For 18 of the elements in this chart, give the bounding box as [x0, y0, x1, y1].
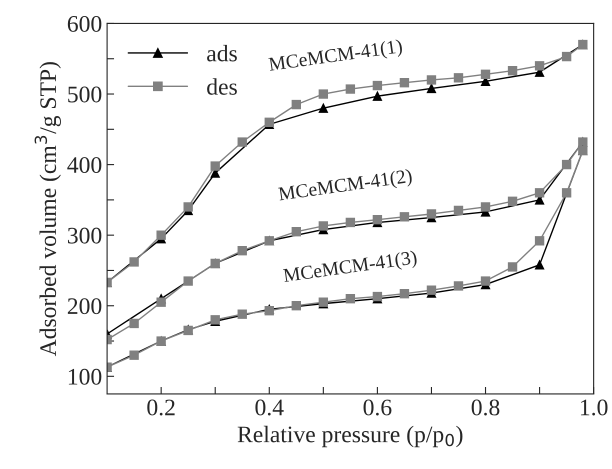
y-tick-label: 200 [68, 298, 102, 314]
x-tick-label: 1.0 [580, 400, 608, 416]
legend-label: ads [207, 44, 237, 62]
legend-label: des [207, 78, 237, 95]
x-tick-label: 0.2 [147, 400, 175, 416]
y-tick-label: 600 [68, 16, 102, 32]
y-tick-label: 300 [68, 228, 102, 244]
y-tick-label: 500 [68, 86, 102, 102]
x-tick-label: 0.6 [364, 400, 392, 416]
y-tick-label: 400 [67, 157, 102, 174]
x-tick-label: 0.4 [255, 400, 284, 416]
x-tick-label: 0.8 [472, 400, 500, 416]
x-axis-title: Relative pressure (p/p$_{0}$) [238, 426, 462, 448]
y-axis-title: Adsorbed volume (cm$^{3}$/g STP) [34, 62, 61, 356]
y-tick-label: 100 [68, 368, 102, 385]
annotation: MCeMCM-41(3) [282, 250, 418, 286]
annotation: MCeMCM-41(1) [268, 38, 404, 75]
annotation: MCeMCM-41(2) [278, 168, 413, 205]
